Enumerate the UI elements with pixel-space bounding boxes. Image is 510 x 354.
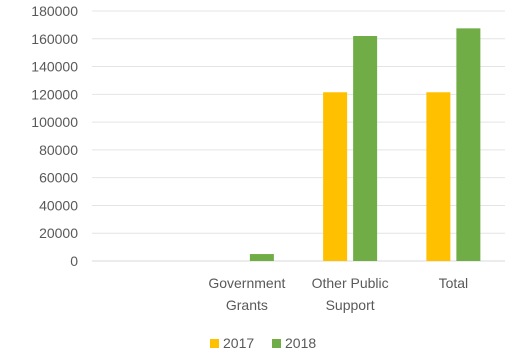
y-tick-label: 120000 <box>31 86 78 102</box>
y-tick-label: 60000 <box>39 170 78 186</box>
y-tick-label: 160000 <box>31 31 78 47</box>
y-tick-label: 140000 <box>31 59 78 75</box>
y-tick-label: 180000 <box>31 3 78 19</box>
x-tick-label: Total <box>439 275 469 291</box>
bar-2017 <box>426 92 451 261</box>
bar-2017 <box>323 92 348 261</box>
x-tick-label: Government <box>208 275 285 291</box>
legend-label-2018: 2018 <box>285 335 316 351</box>
x-tick-label: Support <box>326 297 375 313</box>
bar-2018 <box>249 254 274 261</box>
y-tick-label: 80000 <box>39 142 78 158</box>
x-axis: Government Grants Other Public Support Total <box>208 275 468 313</box>
y-tick-label: 100000 <box>31 114 78 130</box>
legend-swatch-2017 <box>210 339 219 348</box>
y-tick-label: 40000 <box>39 197 78 213</box>
bar-2018 <box>353 36 378 261</box>
legend-label-2017: 2017 <box>223 335 254 351</box>
x-tick-label: Other Public <box>312 275 389 291</box>
gridlines <box>92 10 505 262</box>
x-tick-label: Grants <box>226 297 268 313</box>
y-axis: 0 20000 40000 60000 80000 100000 120000 140000 1… <box>31 3 78 269</box>
y-tick-label: 20000 <box>39 225 78 241</box>
bar-2018 <box>456 28 481 261</box>
legend: 2017 2018 <box>210 335 316 351</box>
bars <box>249 28 481 261</box>
legend-swatch-2018 <box>272 339 281 348</box>
y-tick-label: 0 <box>70 253 78 269</box>
